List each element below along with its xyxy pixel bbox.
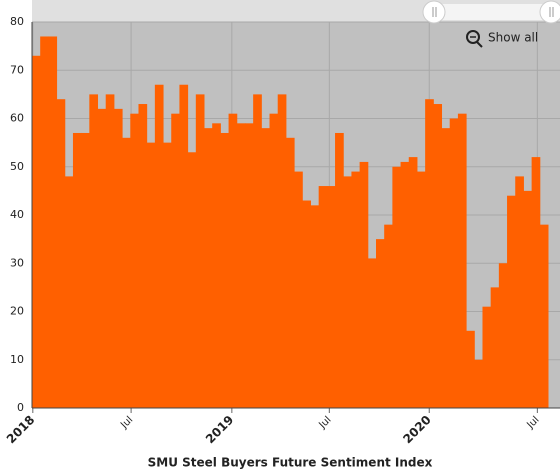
area-step [466,330,475,408]
area-step [56,99,66,408]
area-step [277,94,287,408]
area-step [408,157,418,408]
area-step [367,258,377,408]
area-step [220,132,230,408]
area-step [351,171,361,408]
range-selector[interactable] [434,4,552,20]
area-step [138,104,148,409]
x-tick-label: Jul [118,414,135,431]
area-step [187,152,197,408]
area-step [326,186,336,408]
area-step [515,176,524,408]
area-step [244,123,254,408]
area-step [64,176,74,408]
area-step [384,224,393,408]
area-step [490,287,500,408]
area-step [130,113,139,409]
area-step [531,157,541,408]
area-step [474,359,483,408]
area-step [498,263,508,408]
area-step [228,113,238,409]
area-step [195,94,205,408]
y-tick-label: 70 [10,63,24,76]
area-step [482,306,492,408]
y-tick-label: 80 [10,15,24,28]
area-step [425,99,434,408]
area-step [335,132,344,408]
y-tick-label: 40 [10,208,24,221]
area-step [449,118,459,408]
x-tick-label: 2019 [203,413,237,447]
area-step [154,84,164,408]
x-tick-label: Jul [317,414,334,431]
area-step [261,128,271,408]
area-step [113,108,123,408]
y-tick-label: 60 [10,112,24,125]
area-step [81,132,90,408]
area-step [507,195,516,408]
area-step [89,94,99,408]
area-step [392,166,402,408]
x-tick-label: 2020 [400,413,434,447]
reset-zoom-button[interactable]: Show all [466,30,538,48]
area-step [97,108,107,408]
x-tick-label: Jul [525,414,542,431]
y-tick-label: 20 [10,305,24,318]
y-tick-label: 0 [17,401,24,414]
area-step [343,176,352,408]
area-step [310,205,320,408]
area-step [539,224,549,408]
area-step [376,239,385,408]
y-tick-label: 10 [10,353,24,366]
range-handle-left[interactable] [422,0,446,24]
zoom-icon [476,41,483,48]
area-step [294,171,303,408]
area-step [171,113,180,409]
area-step [32,55,41,409]
zoom-icon [466,30,480,44]
area-step [236,123,246,408]
area-step [72,132,82,408]
chart-title: SMU Steel Buyers Future Sentiment Index [148,456,433,470]
area-step [48,36,58,408]
area-step [179,84,189,408]
area-step [523,190,533,408]
area-step [285,137,295,409]
area-step [204,128,213,408]
button-label[interactable]: Show all [488,31,538,45]
area-step [433,104,443,409]
plot [32,21,560,409]
area-step [400,161,410,408]
area-step [302,200,311,408]
area-step [40,36,49,408]
area-step [146,142,156,408]
area-step [122,137,131,409]
area-step [269,113,279,409]
area-step [253,94,262,408]
area-step [318,186,328,408]
area-step [457,113,467,409]
area-step [416,171,426,408]
area-step [441,128,451,408]
area-step [105,94,115,408]
y-tick-label: 30 [10,256,24,269]
area-step [359,161,369,408]
x-tick-label: 2018 [4,413,38,447]
area-step [163,142,172,408]
y-tick-label: 50 [10,160,24,173]
area-step [212,123,221,408]
